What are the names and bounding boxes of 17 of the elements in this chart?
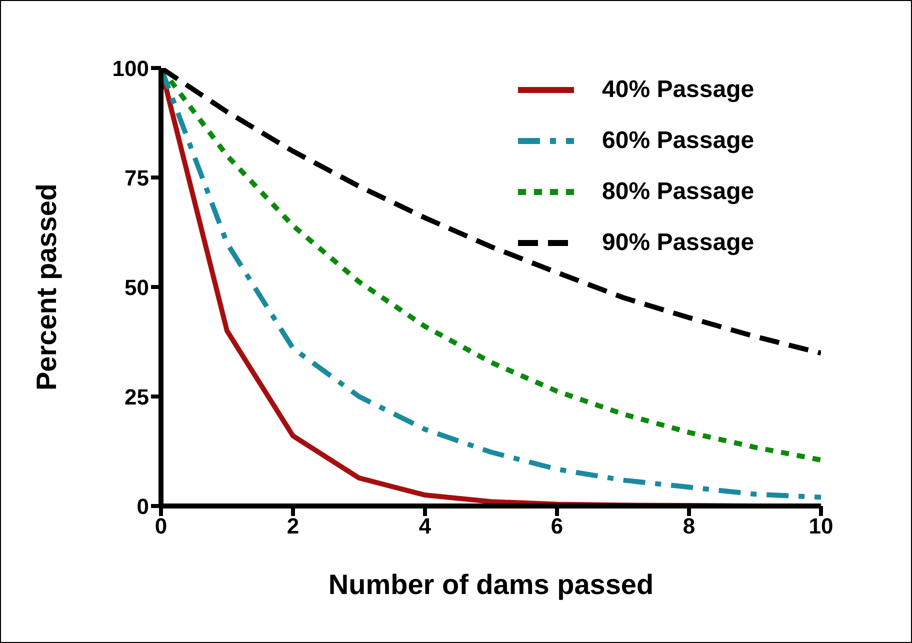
y-tick-label: 75: [124, 165, 149, 190]
y-tick-label: 0: [136, 494, 149, 519]
y-tick-label: 100: [112, 56, 149, 81]
x-tick-label: 10: [808, 514, 834, 539]
legend-label: 60% Passage: [602, 126, 754, 154]
y-tick-label: 50: [124, 274, 149, 300]
y-tick-label: 25: [124, 384, 149, 410]
legend-label: 90% Passage: [602, 228, 754, 256]
x-tick-label: 0: [154, 514, 168, 539]
x-tick-label: 6: [550, 514, 564, 539]
y-axis-title: Percent passed: [30, 184, 62, 390]
x-tick-label: 4: [418, 514, 432, 539]
legend-label: 80% Passage: [602, 178, 754, 206]
x-tick-label: 8: [682, 514, 696, 539]
x-tick-label: 2: [286, 514, 300, 539]
legend-label: 40% Passage: [602, 76, 754, 104]
x-axis-title: Number of dams passed: [328, 569, 654, 600]
